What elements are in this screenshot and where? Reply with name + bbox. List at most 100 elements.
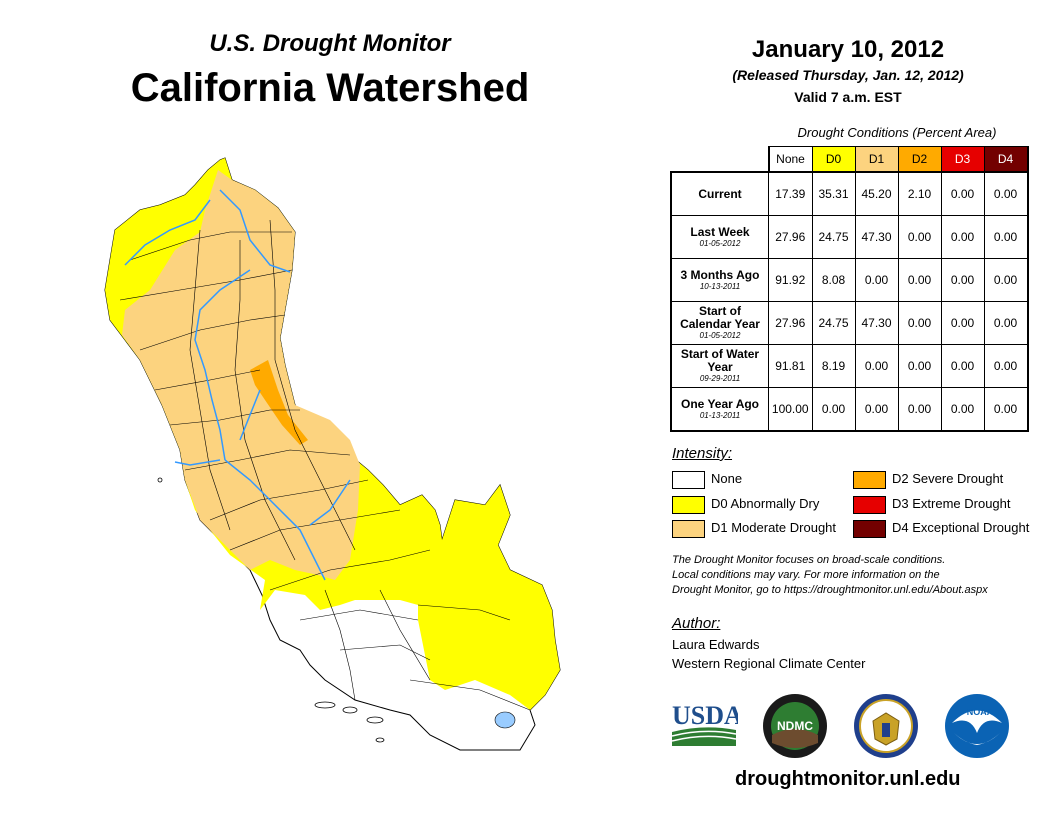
col-header-none: None bbox=[767, 146, 813, 173]
table-cell: 0.00 bbox=[897, 387, 942, 432]
row-sublabel: 01-13-2011 bbox=[699, 410, 741, 420]
row-sublabel: 09-29-2011 bbox=[699, 374, 741, 383]
table-cell: 0.00 bbox=[983, 387, 1029, 432]
table-cell: 2.10 bbox=[897, 171, 942, 216]
table-cell: 0.00 bbox=[811, 387, 856, 432]
legend-heading: Intensity: bbox=[672, 445, 733, 462]
legend-swatch bbox=[853, 495, 886, 514]
map-subtitle: U.S. Drought Monitor bbox=[209, 30, 451, 57]
table-cell: 45.20 bbox=[854, 171, 899, 216]
california-watershed-map bbox=[104, 157, 561, 751]
table-cell: 0.00 bbox=[897, 215, 942, 259]
legend-swatch bbox=[853, 470, 886, 489]
col-header-d2: D2 bbox=[897, 146, 942, 173]
table-cell: 0.00 bbox=[940, 301, 985, 345]
col-header-d4: D4 bbox=[983, 146, 1029, 173]
note-line: Drought Monitor, go to https://droughtmo… bbox=[672, 584, 988, 596]
salton-sea-lake bbox=[494, 711, 516, 729]
table-cell: 91.81 bbox=[768, 344, 813, 388]
legend-swatch bbox=[853, 519, 886, 538]
usda-logo-text: USDA bbox=[672, 701, 738, 730]
table-caption: Drought Conditions (Percent Area) bbox=[797, 125, 997, 140]
col-header-d0: D0 bbox=[811, 146, 856, 173]
table-row: Last Week 01-05-2012 27.96 24.75 47.30 0.… bbox=[670, 215, 1029, 259]
table-cell: 0.00 bbox=[854, 344, 899, 388]
table-cell: 0.00 bbox=[983, 215, 1029, 259]
table-cell: 0.00 bbox=[940, 171, 985, 216]
website-link[interactable]: droughtmonitor.unl.edu bbox=[735, 768, 961, 790]
table-row: 3 Months Ago 10-13-2011 91.92 8.08 0.00 0… bbox=[670, 258, 1029, 302]
legend-item-d1: D1 Moderate Drought bbox=[672, 518, 836, 538]
ndmc-logo-text: NDMC bbox=[777, 719, 813, 733]
table-row: Current 17.39 35.31 45.20 2.10 0.00 0.00 bbox=[670, 171, 1029, 216]
table-cell: 0.00 bbox=[940, 344, 985, 388]
table-cell: 0.00 bbox=[897, 344, 942, 388]
table-cell: 0.00 bbox=[983, 344, 1029, 388]
map-region-d1 bbox=[122, 170, 360, 580]
row-sublabel: 01-05-2012 bbox=[699, 331, 741, 340]
table-cell: 0.00 bbox=[854, 387, 899, 432]
row-label: Last Week bbox=[690, 224, 750, 239]
row-sublabel: 10-13-2011 bbox=[699, 281, 741, 291]
table-cell: 0.00 bbox=[897, 258, 942, 302]
valid-time: Valid 7 a.m. EST bbox=[794, 89, 902, 105]
rivers bbox=[124, 189, 351, 581]
table-cell: 0.00 bbox=[940, 387, 985, 432]
col-header-d3: D3 bbox=[940, 146, 985, 173]
table-cell: 27.96 bbox=[768, 301, 813, 345]
table-cell: 0.00 bbox=[940, 258, 985, 302]
table-cell: 0.00 bbox=[897, 301, 942, 345]
table-cell: 47.30 bbox=[854, 215, 899, 259]
legend-swatch bbox=[672, 470, 705, 489]
row-label: Start of Calendar Year bbox=[680, 304, 760, 331]
table-row: One Year Ago 01-13-2011 100.00 0.00 0.00 … bbox=[670, 387, 1029, 432]
release-date: (Released Thursday, Jan. 12, 2012) bbox=[732, 67, 964, 83]
row-label: Current bbox=[698, 186, 742, 201]
table-cell: 35.31 bbox=[811, 171, 856, 216]
table-cell: 24.75 bbox=[811, 215, 856, 259]
row-label: 3 Months Ago bbox=[680, 267, 760, 282]
noaa-logo: NOAA bbox=[945, 694, 1009, 758]
table-cell: 47.30 bbox=[854, 301, 899, 345]
table-cell: 27.96 bbox=[768, 215, 813, 259]
table-cell: 91.92 bbox=[768, 258, 813, 302]
legend-label: D4 Exceptional Drought bbox=[892, 520, 1030, 535]
note-line: The Drought Monitor focuses on broad-sca… bbox=[672, 554, 946, 566]
table-row: Start of Calendar Year 01-05-2012 27.96 2… bbox=[670, 301, 1029, 345]
legend-item-none: None bbox=[672, 469, 742, 489]
table-cell: 17.39 bbox=[768, 171, 813, 216]
author-heading: Author: bbox=[672, 615, 721, 632]
usda-logo: USDA bbox=[671, 701, 738, 746]
table-cell: 0.00 bbox=[983, 258, 1029, 302]
county-boundaries bbox=[119, 219, 531, 711]
author-name: Laura Edwards bbox=[672, 637, 760, 652]
legend-label: D3 Extreme Drought bbox=[892, 496, 1011, 511]
col-header-d1: D1 bbox=[854, 146, 899, 173]
drought-conditions-table: None D0 D1 D2 D3 D4 Current 17.39 35.31 … bbox=[670, 146, 1029, 432]
row-sublabel: 01-05-2012 bbox=[699, 238, 741, 248]
channel-islands bbox=[157, 477, 385, 743]
table-header-row: None D0 D1 D2 D3 D4 bbox=[671, 146, 1029, 173]
author-organization: Western Regional Climate Center bbox=[672, 656, 866, 671]
table-cell: 0.00 bbox=[854, 258, 899, 302]
row-label: Start of Water Year bbox=[680, 347, 760, 374]
table-cell: 0.00 bbox=[983, 171, 1029, 216]
table-cell: 8.19 bbox=[811, 344, 856, 388]
table-cell: 0.00 bbox=[983, 301, 1029, 345]
table-row: Start of Water Year 09-29-2011 91.81 8.19… bbox=[670, 344, 1029, 388]
table-cell: 24.75 bbox=[811, 301, 856, 345]
map-date: January 10, 2012 bbox=[751, 36, 945, 63]
disclaimer-note: The Drought Monitor focuses on broad-sca… bbox=[672, 553, 1042, 598]
legend-item-d0: D0 Abnormally Dry bbox=[672, 494, 819, 514]
legend-swatch bbox=[672, 495, 705, 514]
legend-item-d4: D4 Exceptional Drought bbox=[853, 518, 1029, 538]
legend-item-d3: D3 Extreme Drought bbox=[853, 494, 1011, 514]
ndmc-logo: NDMC bbox=[763, 694, 827, 758]
legend-label: None bbox=[711, 471, 743, 486]
table-cell: 0.00 bbox=[940, 215, 985, 259]
legend-label: D0 Abnormally Dry bbox=[711, 496, 820, 511]
army-corps-seal bbox=[854, 694, 918, 758]
legend-swatch bbox=[672, 519, 705, 538]
legend-label: D2 Severe Drought bbox=[892, 471, 1004, 486]
table-cell: 8.08 bbox=[811, 258, 856, 302]
